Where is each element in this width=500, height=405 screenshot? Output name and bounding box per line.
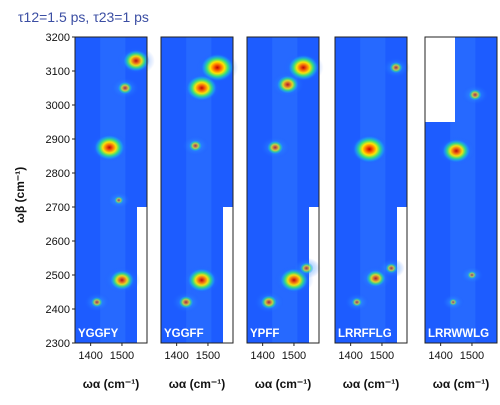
x-tick-label: 1400 xyxy=(164,350,188,362)
y-axis: 2300 2400 2500 2600 2700 2800 2900 3000 3100 3200 xyxy=(46,32,75,350)
peak xyxy=(109,269,135,291)
y-tick-label: 2700 xyxy=(46,202,70,214)
x-axis-label: ωα (cm⁻¹) xyxy=(169,377,226,391)
panel-border xyxy=(246,36,320,344)
peak xyxy=(93,134,126,161)
panel-blank-region xyxy=(425,37,455,122)
panel-border xyxy=(424,36,498,344)
peak xyxy=(178,295,194,309)
panel-label: YGGFY xyxy=(78,328,119,340)
heatmap-panel: LRRFFLG 1400 1500 ωα (cm⁻¹) xyxy=(334,36,411,391)
panels: YGGFY 1400 1500 ωα (cm⁻¹) YGGFF 1400 1500 ωα (c… xyxy=(74,36,498,391)
y-tick-label: 2900 xyxy=(46,134,70,146)
heatmap-panel: YGGFF 1400 1500 ωα (cm⁻¹) xyxy=(160,36,239,391)
panel-border xyxy=(334,36,408,344)
y-axis-label: ωβ (cm⁻¹) xyxy=(13,167,27,223)
peak xyxy=(260,294,278,310)
x-tick-label: 1500 xyxy=(110,350,134,362)
x-axis-label: ωα (cm⁻¹) xyxy=(255,377,312,391)
x-tick-label: 1500 xyxy=(282,350,306,362)
panel-blank-region xyxy=(137,207,147,343)
y-tick-label: 2500 xyxy=(46,270,70,282)
peak xyxy=(188,139,203,152)
peak xyxy=(185,74,218,102)
y-tick-label: 2800 xyxy=(46,168,70,180)
peak xyxy=(187,268,217,293)
y-tick-label: 3200 xyxy=(46,32,70,44)
y-tick-label: 3100 xyxy=(46,66,70,78)
peak xyxy=(117,81,133,95)
panel-band xyxy=(360,37,386,343)
peak xyxy=(90,296,104,308)
panel-label: YPFF xyxy=(250,328,279,340)
x-tick-label: 1500 xyxy=(370,350,394,362)
peak xyxy=(389,61,404,74)
chart-title: τ12=1.5 ps, τ23=1 ps xyxy=(18,9,149,25)
y-tick-label: 2300 xyxy=(46,338,70,350)
panel-blank-region xyxy=(397,207,407,343)
x-tick-label: 1400 xyxy=(428,350,452,362)
peak xyxy=(351,297,363,308)
panel-label: LRRFFLG xyxy=(338,328,392,340)
peak xyxy=(441,138,471,163)
panel-background xyxy=(335,37,407,343)
x-axis-label: ωα (cm⁻¹) xyxy=(83,377,140,391)
x-tick-label: 1400 xyxy=(338,350,362,362)
heatmap-panel: LRRWWLG 1400 1500 ωα (cm⁻¹) xyxy=(424,36,498,391)
x-tick-label: 1400 xyxy=(250,350,274,362)
peak xyxy=(352,135,387,164)
peak xyxy=(266,140,284,155)
x-tick-label: 1500 xyxy=(196,350,220,362)
x-tick-label: 1400 xyxy=(78,350,102,362)
y-tick-label: 3000 xyxy=(46,100,70,112)
peak xyxy=(122,49,150,72)
peak xyxy=(468,88,483,101)
x-axis-label: ωα (cm⁻¹) xyxy=(433,377,490,391)
heatmap-panel: YPFF 1400 1500 ωα (cm⁻¹) xyxy=(246,36,324,391)
panel-border xyxy=(160,36,234,344)
panel-border xyxy=(74,36,148,344)
panel-label: LRRWWLG xyxy=(428,328,489,340)
peak xyxy=(276,75,300,95)
peak xyxy=(448,298,458,307)
peak xyxy=(466,270,477,280)
panel-blank-region xyxy=(223,207,233,343)
peak xyxy=(299,262,314,275)
peak xyxy=(113,195,124,205)
peak xyxy=(385,262,398,274)
x-axis-label: ωα (cm⁻¹) xyxy=(343,377,400,391)
panel-label: YGGFF xyxy=(164,328,204,340)
heatmap-panel: YGGFY 1400 1500 ωα (cm⁻¹) xyxy=(74,36,155,391)
x-tick-label: 1500 xyxy=(460,350,484,362)
y-tick-label: 2400 xyxy=(46,304,70,316)
y-tick-label: 2600 xyxy=(46,236,70,248)
